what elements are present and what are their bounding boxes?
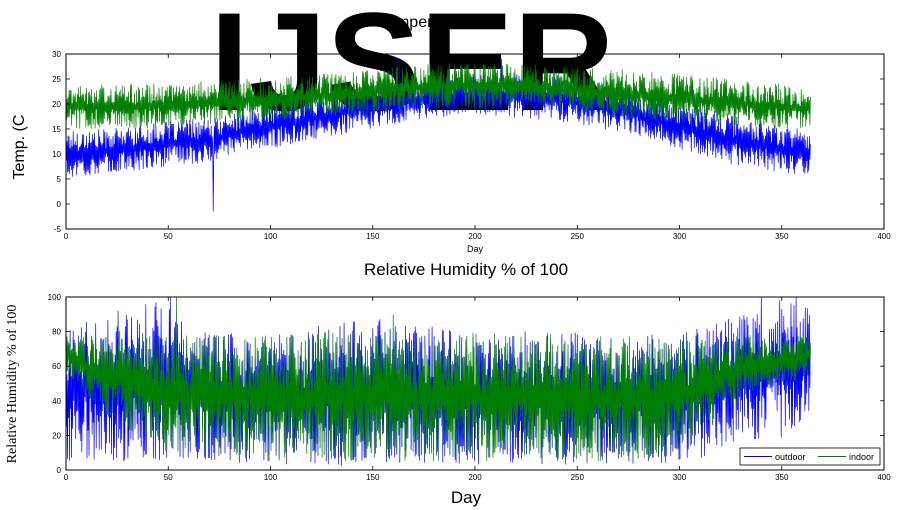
temperature-x-axis-label: Day bbox=[467, 244, 484, 254]
temperature-x-tick-label: 400 bbox=[877, 232, 891, 241]
temperature-x-tick-label: 300 bbox=[673, 232, 687, 241]
legend-outdoor-label: outdoor bbox=[775, 452, 806, 462]
temperature-x-tick-label: 150 bbox=[366, 232, 380, 241]
humidity-chart-title: Relative Humidity % of 100 bbox=[364, 260, 568, 279]
temperature-y-tick-label: 5 bbox=[57, 175, 62, 184]
temperature-series-line-indoor bbox=[65, 63, 811, 129]
temperature-y-tick-label: -5 bbox=[54, 225, 62, 234]
humidity-x-tick-label: 100 bbox=[264, 473, 278, 482]
legend-indoor-label: indoor bbox=[849, 452, 874, 462]
humidity-x-tick-label: 150 bbox=[366, 473, 380, 482]
humidity-legend: outdoor indoor bbox=[739, 447, 881, 466]
temperature-x-tick-label: 200 bbox=[468, 232, 482, 241]
temperature-x-tick-label: 100 bbox=[264, 232, 278, 241]
temperature-y-axis-label: Temp. (C bbox=[11, 115, 28, 180]
humidity-y-tick-label: 0 bbox=[57, 466, 62, 475]
humidity-x-axis-label: Day bbox=[451, 488, 482, 507]
humidity-y-tick-label: 20 bbox=[52, 431, 61, 440]
temperature-chart-title: Temperatures bbox=[379, 14, 477, 31]
humidity-y-axis-label: Relative Humidity % of 100 bbox=[5, 305, 20, 464]
temperature-x-tick-label: 50 bbox=[164, 232, 173, 241]
humidity-y-tick-label: 80 bbox=[52, 328, 61, 337]
temperature-y-tick-label: 0 bbox=[57, 200, 62, 209]
temperature-series bbox=[65, 58, 811, 212]
humidity-y-tick-label: 40 bbox=[52, 397, 61, 406]
humidity-series bbox=[65, 296, 811, 466]
humidity-x-tick-label: 350 bbox=[775, 473, 789, 482]
temperature-x-tick-label: 350 bbox=[775, 232, 789, 241]
humidity-x-tick-label: 0 bbox=[64, 473, 69, 482]
temperature-x-tick-label: 0 bbox=[64, 232, 69, 241]
humidity-x-tick-label: 50 bbox=[164, 473, 173, 482]
temperature-y-tick-label: 30 bbox=[52, 50, 61, 59]
humidity-chart: Relative Humidity % of 100 Relative Humi… bbox=[5, 260, 891, 507]
temperature-y-tick-label: 10 bbox=[52, 150, 61, 159]
humidity-x-tick-label: 400 bbox=[877, 473, 891, 482]
humidity-x-tick-label: 300 bbox=[673, 473, 687, 482]
temperature-y-tick-label: 25 bbox=[52, 75, 61, 84]
humidity-x-tick-label: 250 bbox=[571, 473, 585, 482]
temperature-x-tick-label: 250 bbox=[571, 232, 585, 241]
temperature-plot-frame bbox=[65, 53, 885, 230]
temperature-chart: Temperatures Temp. (C Day 0 50 100 150 200 25… bbox=[11, 14, 891, 254]
humidity-y-tick-label: 60 bbox=[52, 362, 61, 371]
temperature-y-tick-label: 15 bbox=[52, 125, 61, 134]
temperature-y-tick-label: 20 bbox=[52, 100, 61, 109]
humidity-x-tick-label: 200 bbox=[468, 473, 482, 482]
legend-box bbox=[739, 447, 881, 466]
humidity-series-line-indoor bbox=[65, 296, 811, 462]
humidity-y-tick-label: 100 bbox=[48, 293, 62, 302]
humidity-plot-frame bbox=[65, 296, 885, 471]
humidity-ticks: 0 50 100 150 200 250 300 350 400 0 20 40 60 80 100 bbox=[48, 293, 892, 482]
